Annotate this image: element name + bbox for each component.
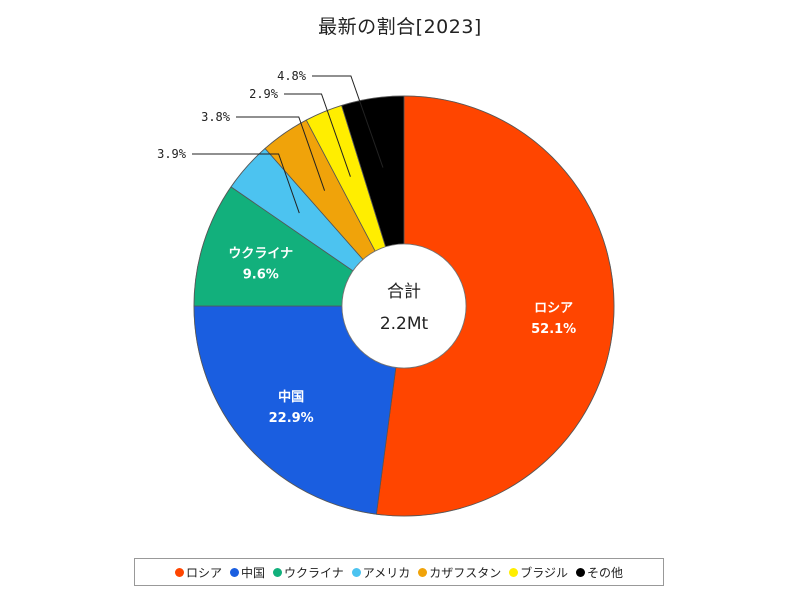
legend-item-2: 中国 [230,564,265,581]
slice-6-value-label: 2.9% [249,87,279,101]
legend-item-6: ブラジル [509,564,568,581]
legend-item-5: カザフスタン [418,564,501,581]
slice-7-leader-line [312,75,384,168]
slice-7-value-label: 4.8% [277,69,307,83]
legend-label: カザフスタン [429,565,502,580]
legend-item-4: アメリカ [351,564,411,581]
slice-4-value-label: 3.9% [157,147,187,161]
slice-3-name-label: ウクライナ [228,246,293,261]
legend-item-7: その他 [575,564,623,581]
slice-1-name-label: ロシア [534,301,573,316]
slice-2-value-label: 22.9% [269,411,314,426]
slice-6-leader-line [284,93,351,177]
slice-5-value-label: 3.8% [201,110,231,124]
legend-swatch [175,567,184,577]
legend-label: アメリカ [362,565,411,580]
slice-5-leader-line [236,116,326,191]
legend-swatch [418,567,428,577]
slice-3-value-label: 9.6% [243,267,279,282]
legend-item-3: ウクライナ [273,564,344,581]
center-label: 合計 [387,282,421,302]
legend-label: 中国 [241,565,266,580]
legend-item-1: ロシア [175,564,222,581]
legend-label: その他 [586,565,623,580]
slice-1-value-label: 52.1% [531,322,576,337]
chart-title: 最新の割合[2023] [318,16,482,38]
legend-swatch [273,567,283,577]
donut-hole [341,243,467,369]
legend-swatch [230,567,240,577]
center-value: 2.2Mt [380,314,429,334]
legend-swatch [509,567,519,577]
legend-swatch [351,567,361,577]
slice-2-name-label: 中国 [278,389,304,405]
legend-label: ウクライナ [284,565,344,580]
legend: ロシア 中国 ウクライナ アメリカ カザフスタン ブラジル その他 [134,558,664,586]
legend-swatch [575,567,585,577]
slice-4-leader-line [192,153,300,214]
legend-label: ブラジル [520,565,568,580]
legend-label: ロシア [186,565,223,580]
